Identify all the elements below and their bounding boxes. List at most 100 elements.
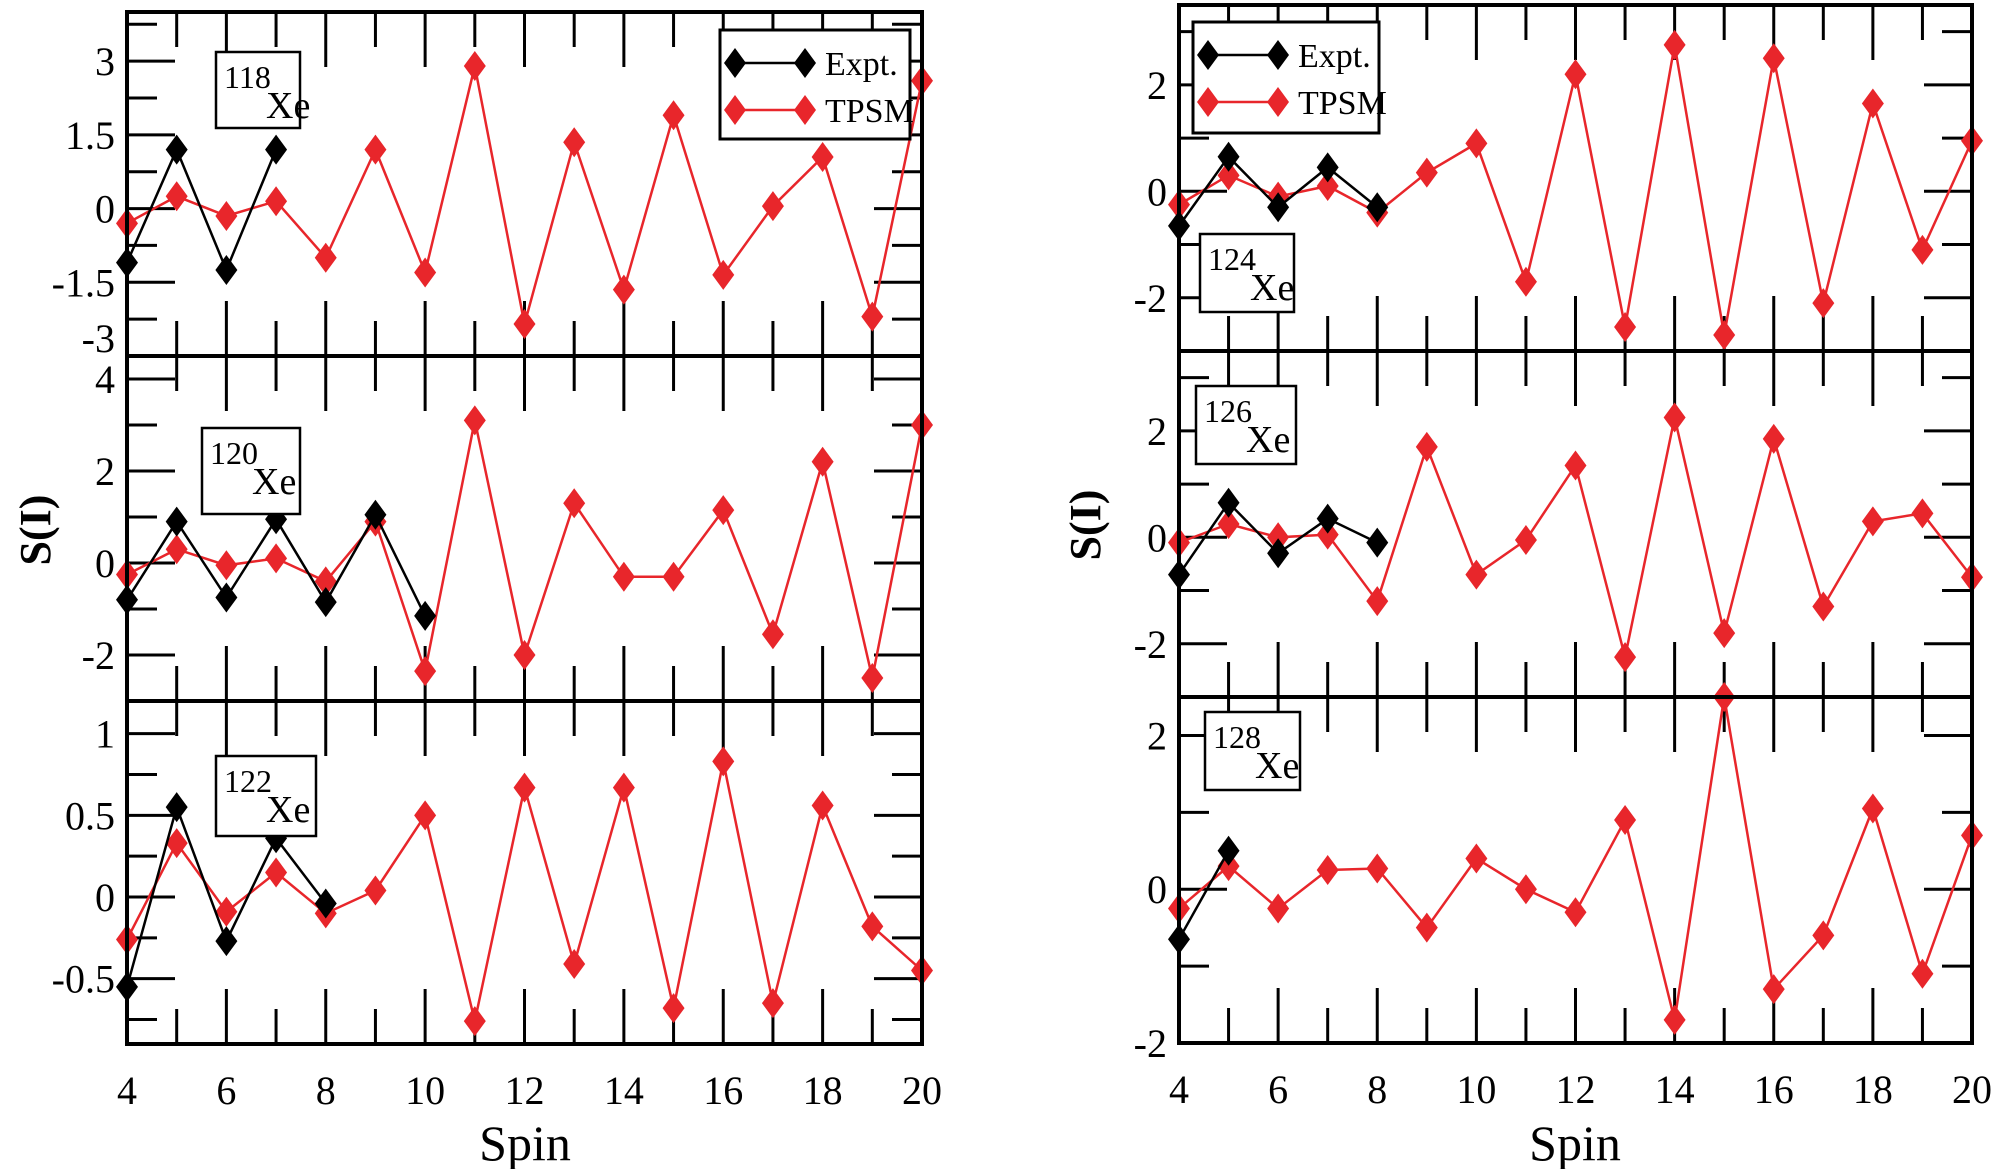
data-point <box>1713 320 1736 351</box>
x-tick-label: 14 <box>1655 1067 1695 1112</box>
legend-marker <box>1197 40 1219 70</box>
x-tick-label: 20 <box>902 1068 942 1113</box>
y-tick-label: -2 <box>82 633 115 678</box>
isotope-mass-number: 122 <box>224 763 272 799</box>
data-point <box>513 772 536 803</box>
y-tick-label: 2 <box>1147 409 1167 454</box>
series-tpsm <box>116 51 933 340</box>
legend-marker <box>794 95 816 125</box>
x-tick-label: 20 <box>1952 1067 1992 1112</box>
isotope-mass-number: 118 <box>224 59 271 95</box>
data-point <box>811 141 834 172</box>
data-point <box>215 200 238 231</box>
series-tpsm <box>1168 402 1983 673</box>
data-point <box>215 896 238 927</box>
data-point <box>1267 538 1290 569</box>
data-point <box>314 566 337 597</box>
series-line <box>1177 850 1230 940</box>
data-point <box>165 828 188 859</box>
data-point <box>1316 503 1339 534</box>
data-point <box>1762 423 1785 454</box>
data-point <box>1911 234 1934 265</box>
data-point <box>463 405 486 436</box>
x-tick-label: 8 <box>316 1068 336 1113</box>
data-point <box>265 857 288 888</box>
data-point <box>165 534 188 565</box>
data-point <box>1217 160 1240 191</box>
legend-marker <box>724 48 746 78</box>
data-point <box>364 499 387 530</box>
data-point <box>165 792 188 823</box>
y-tick-label: 0 <box>95 541 115 586</box>
plot-frame <box>1177 695 1974 1045</box>
y-tick-label: 0 <box>95 875 115 920</box>
right-y-axis-title: S(I) <box>1061 490 1110 561</box>
data-point <box>1465 559 1488 590</box>
data-point <box>1614 642 1637 673</box>
data-point <box>563 948 586 979</box>
isotope-element: Xe <box>266 85 310 127</box>
series-expt <box>116 134 288 285</box>
left-x-axis-title: Spin <box>479 1115 571 1169</box>
data-point <box>1713 618 1736 649</box>
legend-label: Expt. <box>825 46 898 83</box>
data-point <box>1564 59 1587 90</box>
data-point <box>1911 958 1934 989</box>
y-tick-label: -2 <box>1134 622 1167 667</box>
data-point <box>165 134 188 165</box>
data-point <box>1366 192 1389 223</box>
isotope-label-box <box>1194 384 1298 466</box>
data-point <box>1663 402 1686 433</box>
y-tick-label: 0 <box>1147 867 1167 912</box>
data-point <box>1415 157 1438 188</box>
y-tick-label: -2 <box>1134 1021 1167 1066</box>
data-point <box>1762 43 1785 74</box>
data-point <box>811 446 834 477</box>
isotope-element: Xe <box>1250 267 1294 309</box>
data-point <box>215 550 238 581</box>
y-tick-label: 0 <box>1147 515 1167 560</box>
data-point <box>1267 522 1290 553</box>
data-point <box>215 926 238 957</box>
data-point <box>1564 450 1587 481</box>
isotope-label-box <box>214 50 302 130</box>
data-point <box>265 543 288 574</box>
data-point <box>1415 912 1438 943</box>
data-point <box>861 911 884 942</box>
x-tick-label: 16 <box>1754 1067 1794 1112</box>
data-point <box>1316 170 1339 201</box>
data-point <box>612 274 635 305</box>
data-point <box>1614 312 1637 343</box>
data-point <box>1415 431 1438 462</box>
y-tick-label: -2 <box>1134 276 1167 321</box>
isotope-element: Xe <box>1255 745 1299 787</box>
data-point <box>1861 506 1884 537</box>
left-y-axis-title: S(I) <box>11 495 60 566</box>
y-tick-label: 4 <box>95 357 115 402</box>
x-tick-label: 10 <box>405 1068 445 1113</box>
isotope-mass-number: 120 <box>210 435 258 471</box>
legend-marker <box>724 95 746 125</box>
y-tick-label: 0.5 <box>65 793 115 838</box>
data-point <box>1514 266 1537 297</box>
y-tick-label: 2 <box>95 449 115 494</box>
data-point <box>513 640 536 670</box>
legend-box <box>718 28 912 141</box>
y-tick-label: 3 <box>95 39 115 84</box>
isotope-mass-number: 128 <box>1213 719 1261 755</box>
series-line <box>125 146 278 274</box>
data-point <box>712 746 735 777</box>
isotope-label-box <box>200 426 302 516</box>
data-point <box>314 587 337 618</box>
data-point <box>563 127 586 158</box>
data-point <box>364 134 387 165</box>
legend-marker <box>1267 87 1289 117</box>
data-point <box>1911 498 1934 529</box>
data-point <box>712 259 735 290</box>
